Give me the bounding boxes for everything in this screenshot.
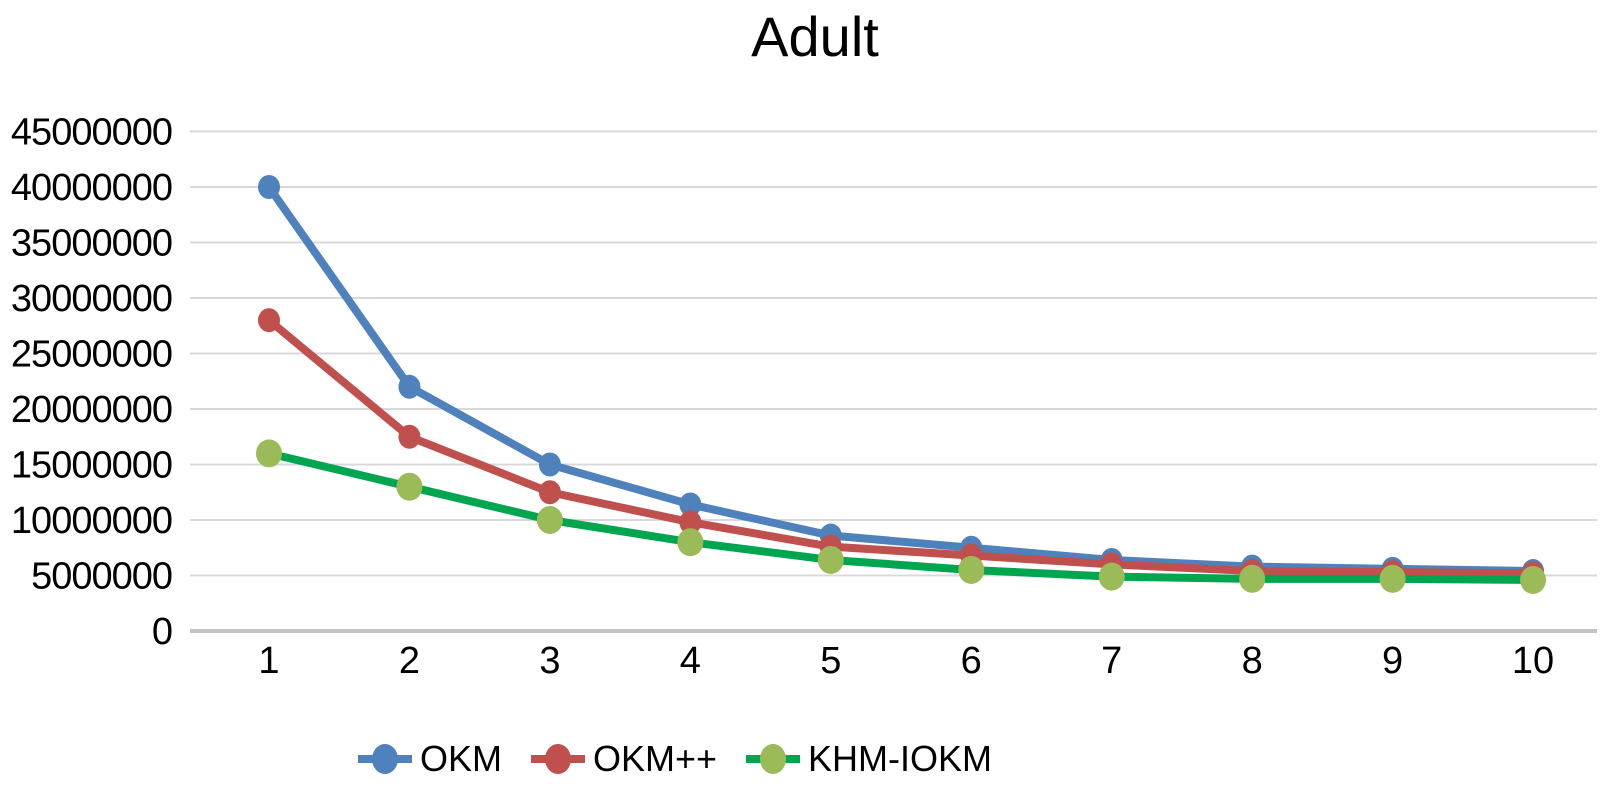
x-tick-label: 1	[258, 640, 279, 682]
legend-label-okmpp: OKM++	[592, 738, 718, 779]
y-tick-label: 5000000	[31, 556, 172, 598]
data-point-OKM++-x2	[398, 424, 421, 449]
x-tick-label: 3	[539, 640, 560, 682]
chart-legend: OKM OKM++ KHM-IOKM	[0, 738, 1348, 780]
data-point-KHM-IOKM-x5	[817, 545, 844, 574]
data-point-OKM++-x3	[538, 480, 561, 505]
x-tick-label: 7	[1101, 640, 1122, 682]
data-point-KHM-IOKM-x1	[256, 439, 282, 468]
y-tick-label: 20000000	[11, 389, 172, 431]
line-chart-plot-area: 0 5000000 10000000 15000000 20000000 25000000…	[11, 112, 1597, 682]
data-point-OKM++-x1	[258, 308, 280, 333]
series-line-KHM-IOKM	[265, 449, 1538, 584]
chart-title: Adult	[751, 5, 879, 68]
legend-label-okm: OKM	[419, 738, 502, 779]
legend-item-okmpp: OKM++	[529, 738, 717, 780]
data-point-KHM-IOKM-x10	[1520, 565, 1547, 594]
legend-marker-okmpp-icon	[530, 744, 585, 774]
data-point-KHM-IOKM-x9	[1379, 564, 1406, 593]
x-tick-label: 2	[399, 640, 420, 682]
y-tick-label: 30000000	[11, 278, 172, 320]
x-tick-label: 8	[1242, 640, 1263, 682]
data-point-KHM-IOKM-x2	[396, 472, 423, 501]
x-tick-label: 5	[820, 640, 841, 682]
data-point-OKM-x2	[398, 374, 421, 399]
legend-marker-khm-iokm-icon	[746, 744, 801, 774]
legend-item-okm: OKM	[356, 738, 502, 780]
x-tick-label: 6	[961, 640, 982, 682]
data-point-KHM-IOKM-x4	[677, 528, 704, 557]
y-tick-label: 10000000	[11, 500, 172, 542]
y-tick-label: 0	[152, 611, 172, 653]
data-point-KHM-IOKM-x3	[536, 506, 563, 534]
data-point-OKM++-x4	[679, 510, 702, 535]
data-point-OKM-x1	[258, 175, 280, 199]
series-line-OKM++	[265, 316, 1538, 578]
data-point-KHM-IOKM-x6	[958, 555, 985, 584]
data-point-OKM-x4	[679, 492, 702, 517]
legend-label-khm-iokm: KHM-IOKM	[808, 738, 993, 779]
x-tick-label: 4	[680, 640, 701, 682]
y-tick-label: 25000000	[11, 334, 172, 376]
x-tick-label: 9	[1382, 640, 1403, 682]
x-tick-label: 10	[1512, 640, 1554, 682]
data-point-KHM-IOKM-x8	[1239, 564, 1266, 593]
legend-item-khm-iokm: KHM-IOKM	[744, 738, 992, 780]
data-point-KHM-IOKM-x7	[1098, 562, 1125, 591]
y-tick-label: 45000000	[11, 112, 172, 154]
y-tick-label: 40000000	[11, 167, 172, 209]
data-point-OKM-x3	[538, 452, 561, 477]
series-line-OKM	[265, 183, 1538, 576]
legend-marker-okm-icon	[357, 744, 412, 774]
y-tick-label: 15000000	[11, 445, 172, 487]
y-tick-label: 35000000	[11, 223, 172, 265]
